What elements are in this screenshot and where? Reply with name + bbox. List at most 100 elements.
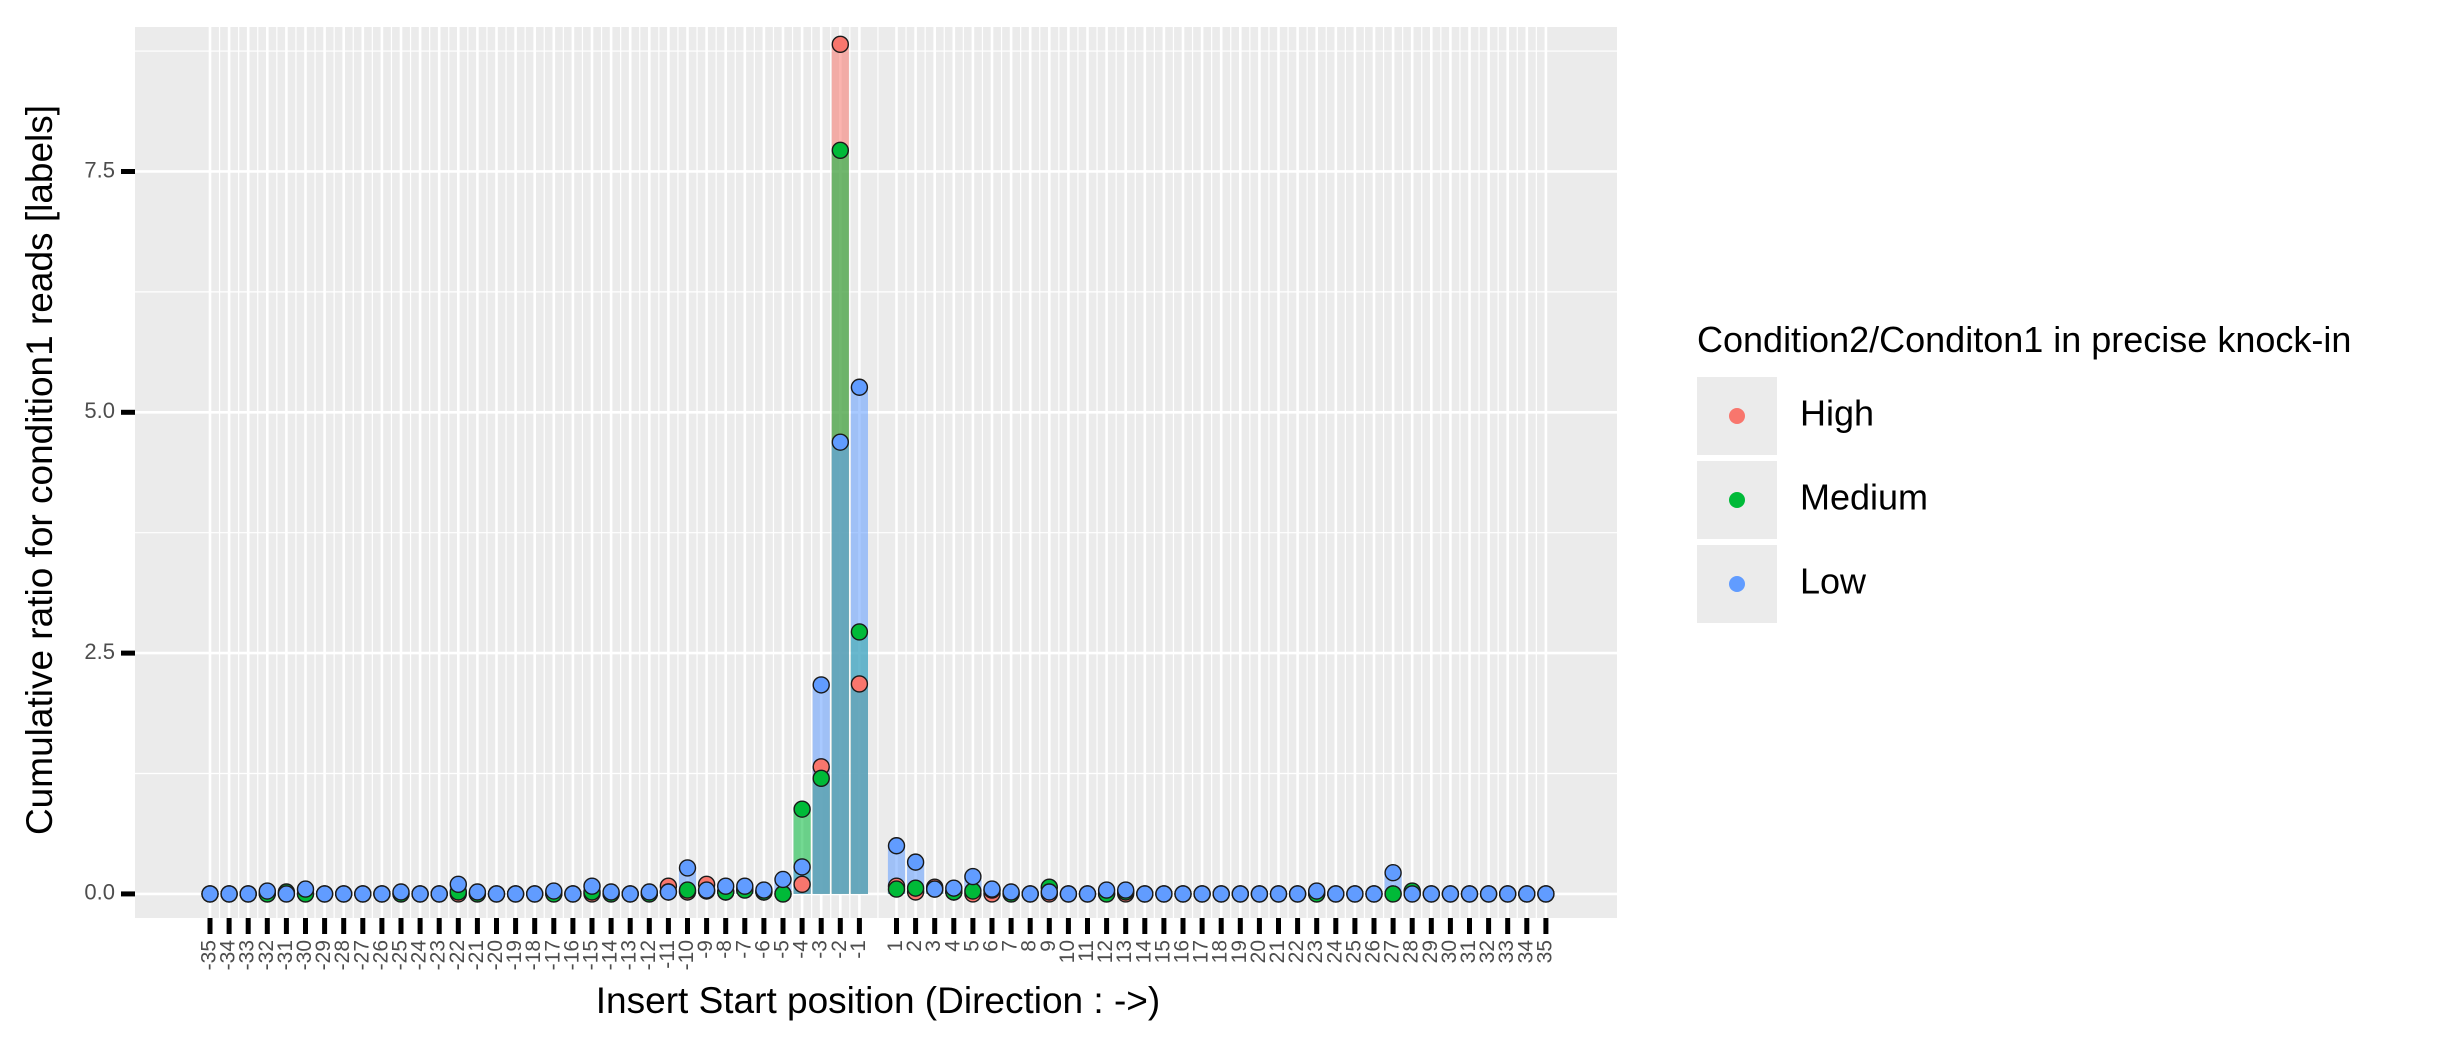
x-tick-label: 35 [1533, 940, 1556, 963]
x-tick-label: 9 [1037, 940, 1060, 952]
x-tick-label: -34 [217, 940, 240, 971]
legend-label: High [1800, 393, 1874, 434]
point-medium [678, 881, 697, 899]
point-low [906, 853, 925, 871]
x-tick-label: -23 [427, 940, 450, 970]
y-tick-label: 0.0 [84, 880, 115, 905]
x-tick-label: -35 [198, 940, 221, 970]
x-tick-label: -25 [389, 940, 412, 970]
x-tick-label: -22 [446, 940, 469, 970]
point-low [812, 676, 830, 694]
x-tick-label: 18 [1209, 940, 1232, 963]
legend: Condition2/Conditon1 in precise knock-in… [1697, 319, 2351, 623]
x-axis: -35-34-33-32-31-30-29-28-27-26-25-24-23-… [198, 918, 1556, 971]
point-low [1518, 885, 1536, 903]
point-low [1537, 885, 1555, 903]
x-tick-label: 31 [1457, 940, 1480, 963]
x-tick-label: -8 [713, 940, 736, 959]
x-tick-label: -9 [694, 940, 717, 959]
legend-marker-low [1729, 576, 1745, 592]
x-tick-label: 2 [903, 940, 926, 952]
x-tick-label: -33 [236, 940, 259, 970]
point-low [678, 859, 697, 877]
x-tick-label: 17 [1190, 940, 1213, 963]
point-low [468, 883, 487, 901]
x-tick-label: -10 [675, 940, 698, 970]
point-low [1460, 885, 1479, 903]
x-tick-label: 7 [999, 940, 1022, 952]
x-tick-label: 6 [980, 940, 1003, 952]
x-tick-label: 19 [1228, 940, 1251, 963]
point-low [1136, 885, 1154, 903]
point-low [602, 883, 620, 901]
point-low [277, 885, 296, 903]
points [201, 35, 1555, 903]
point-low [983, 880, 1001, 898]
x-tick-label: 3 [922, 940, 945, 952]
point-medium [1384, 885, 1402, 903]
point-medium [793, 800, 811, 818]
point-medium [906, 879, 925, 897]
point-low [1288, 885, 1307, 903]
point-low [736, 877, 754, 895]
point-low [1021, 885, 1039, 903]
point-low [258, 882, 276, 900]
y-tick-label: 5.0 [84, 398, 115, 423]
x-tick-label: -31 [274, 940, 297, 970]
point-low [1327, 885, 1345, 903]
point-low [201, 885, 219, 903]
point-medium [850, 623, 869, 641]
point-low [1002, 883, 1020, 901]
point-low [430, 885, 448, 903]
x-tick-label: -29 [312, 940, 335, 970]
point-low [373, 885, 391, 903]
x-tick-label: -3 [809, 940, 832, 959]
x-tick-label: 27 [1381, 940, 1404, 963]
point-low [964, 867, 982, 886]
x-tick-label: 8 [1018, 940, 1041, 952]
x-tick-label: -30 [293, 940, 316, 970]
x-tick-label: 21 [1266, 940, 1289, 963]
x-tick-label: -11 [656, 940, 679, 969]
x-tick-label: -21 [465, 940, 488, 970]
x-tick-label: -17 [541, 940, 564, 970]
point-low [1040, 883, 1059, 901]
point-low [1422, 885, 1441, 903]
point-low [506, 885, 525, 903]
plot-panel [135, 27, 1617, 918]
x-tick-label: -2 [828, 940, 851, 959]
point-low [526, 885, 544, 903]
x-tick-label: -13 [618, 940, 641, 970]
y-axis-title: Cumulative ratio for condition1 reads [l… [19, 105, 60, 835]
y-axis: 0.0 2.5 5.0 7.5 [84, 157, 135, 905]
point-low [717, 877, 735, 895]
point-low [621, 885, 639, 903]
x-tick-label: -6 [751, 940, 774, 959]
x-tick-label: -32 [255, 940, 278, 970]
x-tick-label: 4 [941, 940, 964, 952]
x-tick-label: -4 [790, 940, 813, 959]
x-tick-label: 12 [1094, 940, 1117, 963]
x-axis-title: Insert Start position (Direction : ->) [596, 980, 1160, 1021]
point-low [335, 885, 353, 903]
point-low [1346, 885, 1364, 903]
x-tick-label: -28 [331, 940, 354, 970]
point-low [1174, 885, 1192, 903]
point-low [755, 881, 773, 899]
x-tick-label: -20 [484, 940, 507, 970]
point-high [850, 675, 869, 693]
x-tick-label: 14 [1132, 940, 1155, 964]
x-tick-label: -19 [503, 940, 526, 970]
x-tick-label: -7 [732, 940, 755, 959]
point-low [449, 875, 467, 893]
legend-label: Low [1800, 561, 1867, 602]
point-low [1059, 885, 1078, 903]
point-low [220, 885, 238, 903]
point-low [887, 837, 906, 855]
point-low [1212, 885, 1230, 903]
point-low [1498, 885, 1517, 903]
point-low [1231, 885, 1250, 903]
point-low [1269, 885, 1288, 903]
x-tick-label: 29 [1419, 940, 1442, 963]
x-tick-label: -1 [847, 940, 870, 959]
